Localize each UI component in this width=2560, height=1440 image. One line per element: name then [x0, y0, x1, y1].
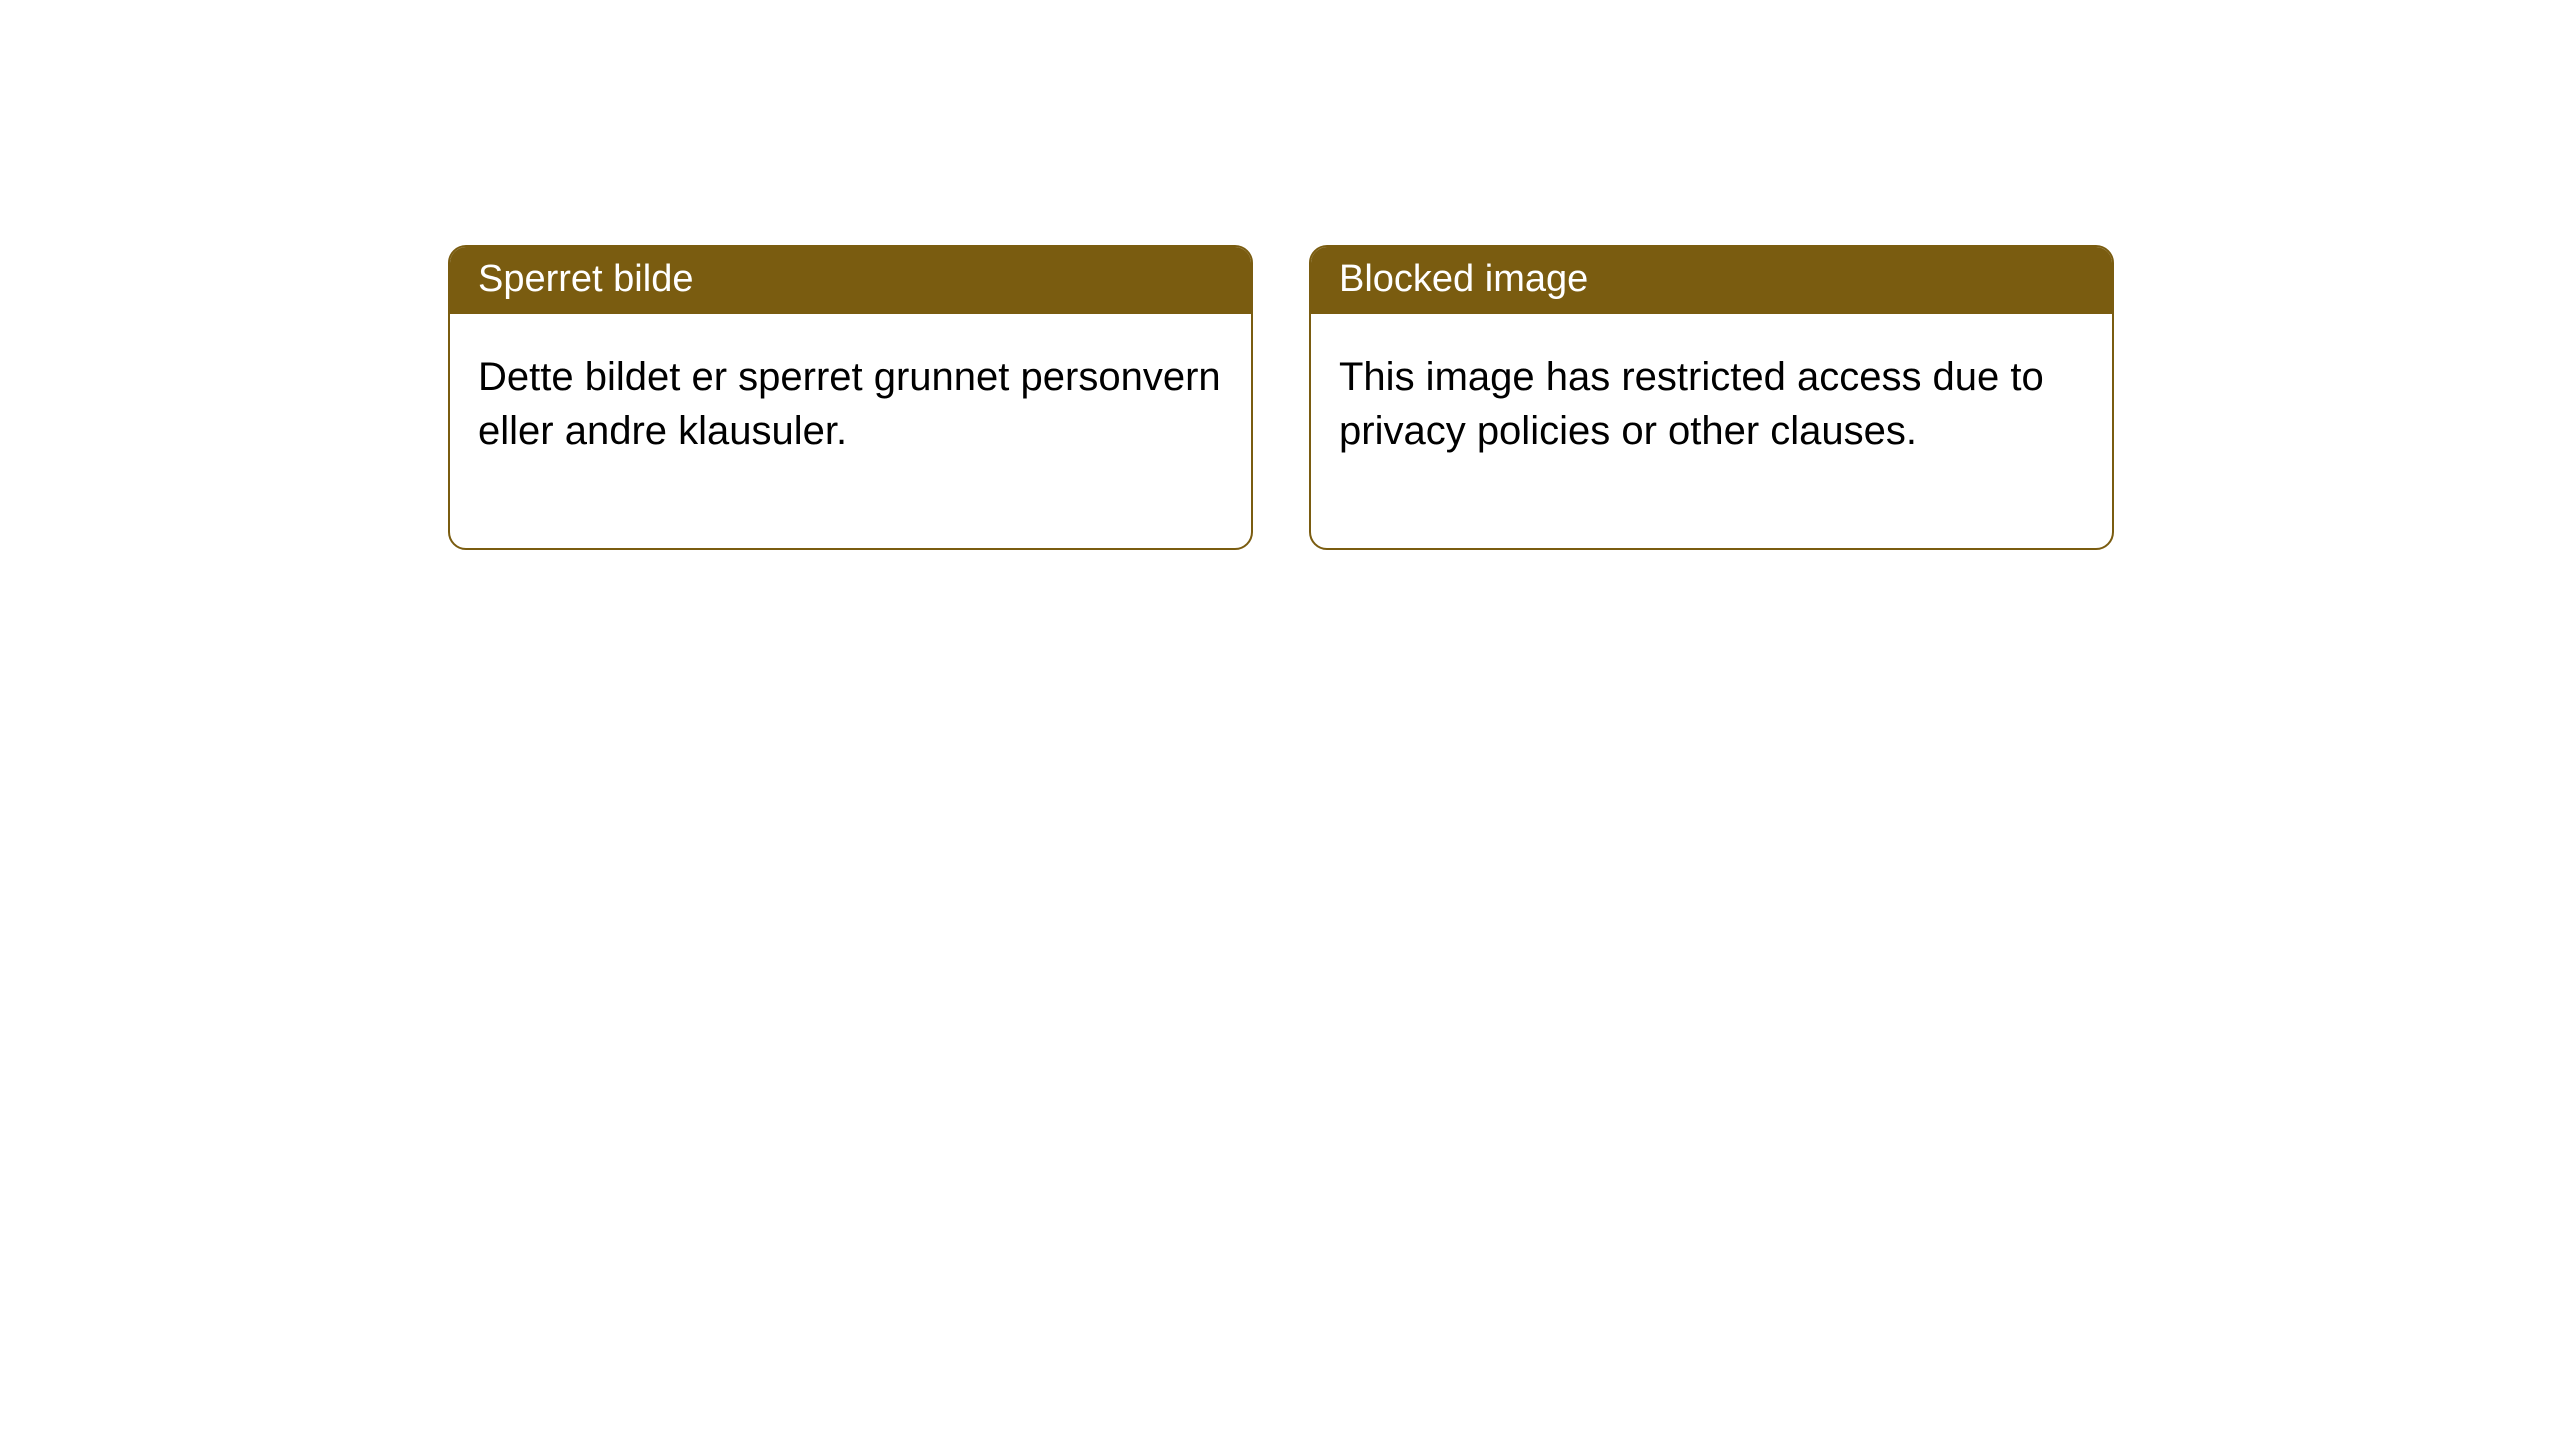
notice-card-title: Blocked image [1311, 247, 2112, 314]
notice-container: Sperret bilde Dette bildet er sperret gr… [0, 0, 2560, 550]
notice-card-body: This image has restricted access due to … [1311, 314, 2112, 548]
notice-card-english: Blocked image This image has restricted … [1309, 245, 2114, 550]
notice-card-title: Sperret bilde [450, 247, 1251, 314]
notice-card-body: Dette bildet er sperret grunnet personve… [450, 314, 1251, 548]
notice-card-norwegian: Sperret bilde Dette bildet er sperret gr… [448, 245, 1253, 550]
